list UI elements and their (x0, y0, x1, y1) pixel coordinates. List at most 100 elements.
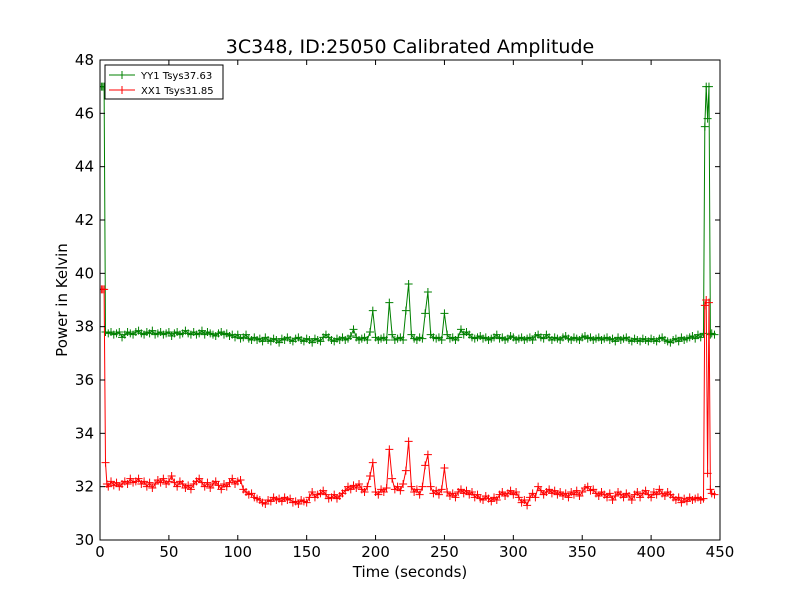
data-point (468, 488, 476, 496)
data-point (569, 490, 578, 499)
data-point (156, 478, 165, 487)
x-tick-label: 250 (430, 543, 459, 561)
data-point (140, 477, 149, 486)
data-point (123, 480, 132, 488)
chart-title: 3C348, ID:25050 Calibrated Amplitude (226, 36, 594, 58)
data-point (423, 288, 432, 296)
data-point (523, 501, 532, 510)
data-point (437, 336, 446, 344)
data-point (448, 489, 457, 498)
data-point (236, 476, 245, 484)
y-tick-label: 32 (75, 478, 94, 496)
data-point (407, 482, 416, 491)
x-tick-label: 450 (706, 543, 735, 561)
data-point (302, 498, 311, 507)
data-point (275, 338, 284, 347)
y-tick-label: 42 (75, 211, 94, 229)
data-point (520, 496, 529, 504)
data-point (399, 336, 408, 344)
data-point (421, 309, 430, 318)
data-point (368, 306, 377, 315)
data-point (589, 485, 598, 494)
data-point (674, 493, 683, 502)
data-point (363, 336, 372, 344)
data-point (655, 485, 664, 494)
data-point (346, 332, 355, 340)
data-point (100, 285, 109, 294)
x-tick-label: 200 (361, 543, 390, 561)
data-point (647, 493, 656, 502)
data-point (167, 472, 176, 480)
data-point (528, 489, 537, 498)
data-point (104, 482, 113, 491)
data-point (437, 485, 446, 494)
x-tick-label: 150 (292, 543, 321, 561)
data-point (451, 493, 460, 502)
y-tick-label: 48 (75, 51, 94, 69)
data-point (184, 481, 193, 490)
data-point (703, 114, 712, 123)
data-point (710, 330, 719, 339)
data-point (605, 489, 614, 498)
series-1 (100, 82, 719, 347)
data-point (388, 330, 397, 339)
data-point (415, 490, 424, 499)
series-2 (100, 285, 719, 510)
y-tick-label: 44 (75, 158, 94, 176)
x-tick-label: 350 (568, 543, 597, 561)
data-point (360, 488, 369, 496)
data-point (531, 493, 540, 502)
data-point (627, 496, 636, 504)
data-point (225, 478, 234, 487)
x-axis: 0 50 100 150 200 250 300 350 400 450 (95, 60, 734, 561)
data-point (456, 485, 465, 494)
data-point (703, 469, 712, 478)
data-point (514, 493, 523, 502)
data-point (228, 474, 237, 483)
y-axis-label: Power in Kelvin (53, 243, 71, 357)
data-point (572, 486, 581, 495)
legend: YY1 Tsys37.63 XX1 Tsys31.85 (104, 64, 224, 100)
data-point (366, 472, 375, 480)
data-point (404, 280, 413, 288)
data-point (418, 334, 427, 343)
data-point (341, 486, 350, 495)
legend-box (104, 64, 224, 100)
data-point (412, 485, 421, 494)
data-point (355, 480, 364, 488)
data-point (247, 489, 256, 498)
data-point (101, 458, 110, 467)
data-point (382, 336, 391, 344)
data-point (368, 458, 377, 467)
data-point (421, 461, 430, 470)
data-point (539, 334, 548, 343)
data-point (456, 325, 465, 334)
data-point (222, 482, 231, 491)
x-tick-label: 400 (637, 543, 666, 561)
x-tick-label: 100 (223, 543, 252, 561)
x-tick-label: 300 (499, 543, 528, 561)
data-point (115, 328, 124, 336)
data-point (399, 480, 408, 488)
x-tick-label: 0 (95, 543, 105, 561)
data-point (374, 490, 383, 499)
data-point (308, 338, 317, 347)
x-axis-label: Time (seconds) (352, 563, 468, 581)
data-point (633, 488, 642, 496)
data-point (545, 485, 554, 494)
data-point (200, 482, 209, 491)
data-point (382, 484, 391, 492)
data-point (454, 333, 463, 342)
data-point (134, 474, 143, 483)
legend-marker (118, 71, 126, 79)
data-point (145, 478, 154, 487)
legend-marker (118, 86, 126, 94)
data-point (186, 485, 195, 494)
data-point (710, 490, 719, 499)
data-point (677, 498, 686, 507)
data-point (349, 325, 358, 334)
data-point (173, 482, 182, 491)
data-point (211, 477, 220, 486)
